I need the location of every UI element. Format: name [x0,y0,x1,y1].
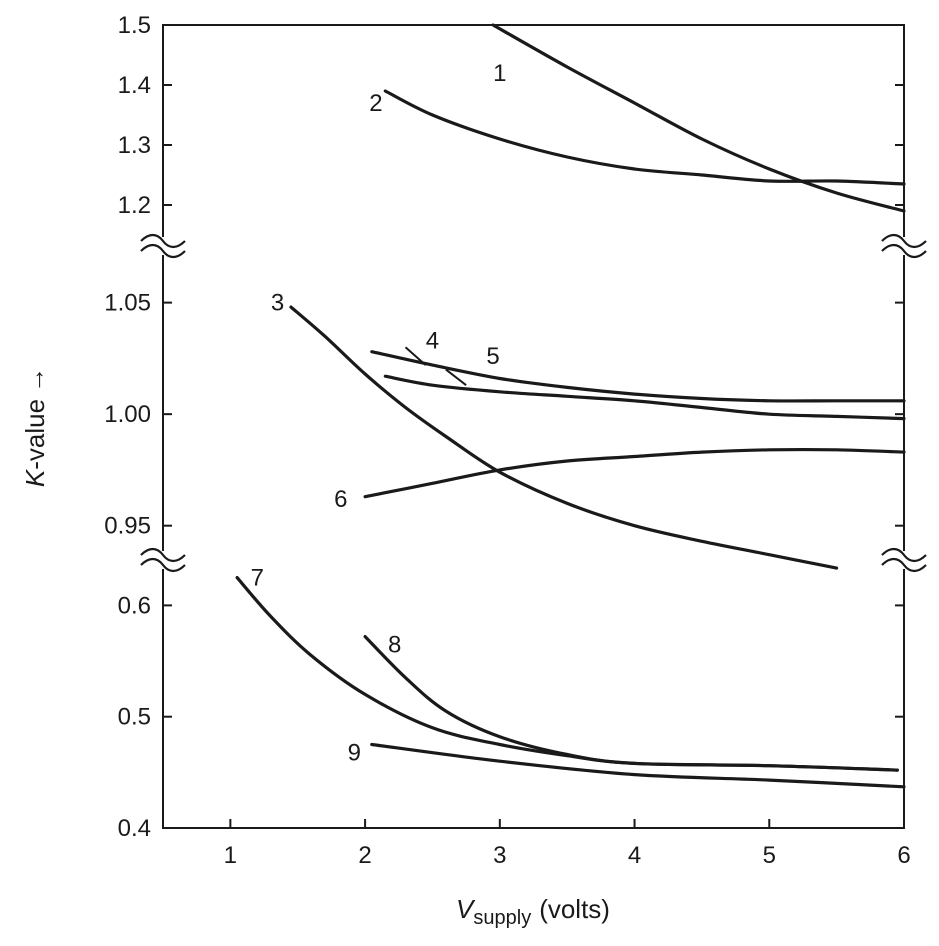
axis-break-gap [900,237,908,255]
curve-2 [383,89,906,186]
curve-6 [363,447,906,499]
curve-5 [383,374,906,421]
curve-leader-line [404,346,427,366]
y-tick-label: 1.00 [104,401,151,428]
ticks: 1 2 3 4 5 6 1.2 1.3 1.4 1.5 0.95 1.00 1.05 0.4 0.5 0.6 [104,12,910,869]
axis-break-mark [881,557,927,573]
curve-label-3: 3 [271,290,284,317]
axis-break-gap [900,551,908,569]
y-tick-label: 0.95 [104,513,151,540]
y-tick-label: 0.5 [118,704,151,731]
y-tick-label: 1.3 [118,132,151,159]
curve-leader-line [445,368,467,386]
y-axis-title-arrow: → [20,367,50,393]
y-tick-label: 1.5 [118,12,151,39]
curve-label-2: 2 [369,90,382,117]
x-tick-label: 2 [358,842,371,869]
y-tick-label: 1.05 [104,290,151,317]
curve-labels: 1 2 3 4 5 6 7 8 9 [251,60,507,766]
svg-text:Vsupply(volts): Vsupply (volts) [456,894,610,929]
axis-break-gap [159,551,167,569]
curve-label-9: 9 [348,739,361,766]
x-tick-label: 6 [897,842,910,869]
axes [162,24,905,829]
curve-label-7: 7 [251,565,264,592]
axis-break-mark [140,243,186,259]
curve-label-6: 6 [334,486,347,513]
curves [235,23,906,789]
x-axis-title: Vsupply (volts) [456,894,610,929]
x-tick-label: 4 [628,842,641,869]
axis-break-mark [881,547,927,563]
axis-break-mark [881,243,927,259]
curve-label-5: 5 [486,343,499,370]
x-tick-label: 1 [224,842,237,869]
x-axis-title-subscript: supply [473,907,531,929]
curve-8 [363,635,899,772]
y-axis-title-rest: -value [20,399,50,470]
axis-break-mark [881,233,927,249]
curve-label-8: 8 [388,631,401,658]
x-tick-label: 5 [763,842,776,869]
axis-break-gap [159,237,167,255]
x-tick-label: 3 [493,842,506,869]
x-axis-title-symbol: V [456,894,476,924]
curve-4 [370,350,906,403]
axis-break-mark [140,557,186,573]
svg-text:K-value→: K-value → [20,367,50,487]
y-tick-label: 0.4 [118,815,151,842]
plot-frame [162,24,905,829]
y-axis-title-symbol: K [20,468,50,487]
y-tick-label: 1.2 [118,192,151,219]
axis-break-mark [140,547,186,563]
y-axis-title: K-value → [20,367,50,487]
curve-1 [491,23,906,213]
curve-9 [370,742,906,789]
axis-breaks [140,233,927,573]
x-axis-title-unit: (volts) [539,894,610,924]
curve-3 [289,305,839,570]
curve-label-1: 1 [493,60,506,87]
axis-break-mark [140,233,186,249]
y-tick-label: 0.6 [118,592,151,619]
curve-label-4: 4 [426,328,439,355]
curve-7 [235,576,899,772]
y-tick-label: 1.4 [118,72,151,99]
